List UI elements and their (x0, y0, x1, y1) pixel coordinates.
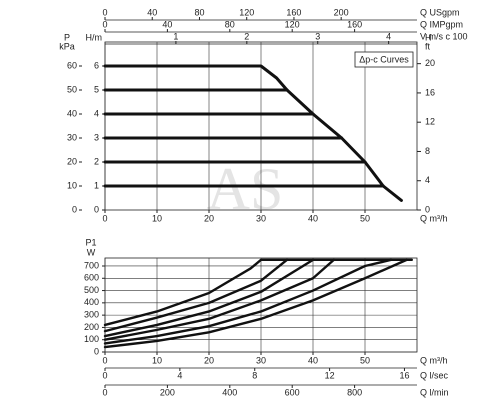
y-tick-label: 300 (84, 310, 99, 320)
tick-label: 80 (194, 7, 204, 17)
axis-label: Q IMPgpm (420, 19, 463, 29)
y-tick-label: 10 (67, 180, 77, 190)
y-tick-label: 200 (84, 322, 99, 332)
axis-label: kPa (59, 41, 75, 51)
x-axis-label: Q m³/h (420, 213, 448, 223)
y-tick-label: 12 (425, 117, 435, 127)
y-tick-label: 0 (94, 204, 99, 214)
y-tick-label: 20 (425, 58, 435, 68)
x-tick-label: 0 (102, 213, 107, 223)
y-tick-label: 5 (94, 84, 99, 94)
y-tick-label: 1 (94, 180, 99, 190)
axis-label: ft (425, 41, 431, 51)
y-tick-label: 8 (425, 146, 430, 156)
x-tick-label: 40 (308, 213, 318, 223)
axis-label: P (64, 32, 70, 42)
x-tick-label: 20 (204, 355, 214, 365)
tick-label: 600 (285, 387, 300, 397)
tick-label: 40 (162, 19, 172, 29)
curve (103, 258, 408, 349)
y-tick-label: 4 (94, 108, 99, 118)
tick-label: 120 (285, 19, 300, 29)
tick-label: 0 (102, 370, 107, 380)
tick-label: 16 (399, 370, 409, 380)
watermark: AS (207, 156, 284, 222)
tick-label: 80 (225, 19, 235, 29)
curve (103, 258, 335, 341)
y-tick-label: 100 (84, 334, 99, 344)
tick-label: 160 (286, 7, 301, 17)
tick-label: 200 (334, 7, 349, 17)
y-tick-label: 2 (94, 156, 99, 166)
tick-label: 12 (325, 370, 335, 380)
tick-label: 200 (160, 387, 175, 397)
tick-label: 400 (222, 387, 237, 397)
axis-label: Q l/sec (420, 370, 449, 380)
tick-label: 4 (386, 31, 391, 41)
y-axis-label: P1 (85, 237, 96, 247)
curve (103, 258, 315, 338)
y-tick-label: 20 (67, 156, 77, 166)
x-tick-label: 40 (308, 355, 318, 365)
x-tick-label: 50 (360, 213, 370, 223)
annotation-box (354, 51, 414, 68)
tick-label: 2 (244, 31, 249, 41)
tick-label: 40 (147, 7, 157, 17)
x-tick-label: 10 (152, 213, 162, 223)
tick-label: 1 (173, 31, 178, 41)
axis-label: V m/s c 100 (420, 31, 468, 41)
tick-label: 4 (177, 370, 182, 380)
x-tick-label: 10 (152, 355, 162, 365)
axis-label: H (425, 32, 432, 42)
y-tick-label: 700 (84, 260, 99, 270)
y-tick-label: 16 (425, 87, 435, 97)
axis-label: Q l/min (420, 387, 449, 397)
tick-label: 8 (252, 370, 257, 380)
x-tick-label: 50 (360, 355, 370, 365)
x-tick-label: 30 (256, 355, 266, 365)
annotation: Δp-c Curves (359, 54, 409, 64)
y-tick-label: 0 (72, 204, 77, 214)
tick-label: 160 (347, 19, 362, 29)
y-tick-label: 50 (67, 84, 77, 94)
tick-label: 3 (315, 31, 320, 41)
y-tick-label: 60 (67, 60, 77, 70)
y-tick-label: 6 (94, 60, 99, 70)
y-tick-label: 3 (94, 132, 99, 142)
tick-label: 800 (347, 387, 362, 397)
y-tick-label: 4 (425, 175, 430, 185)
y-axis-label: H/m (86, 32, 103, 42)
x-axis-label: Q m³/h (420, 355, 448, 365)
curve (103, 258, 393, 345)
tick-label: 0 (102, 19, 107, 29)
y-tick-label: 600 (84, 273, 99, 283)
x-tick-label: 20 (204, 213, 214, 223)
tick-label: 0 (102, 387, 107, 397)
x-tick-label: 0 (102, 355, 107, 365)
axis-label: Q USgpm (420, 7, 460, 17)
curve (103, 258, 289, 333)
y-tick-label: 30 (67, 132, 77, 142)
y-tick-label: 500 (84, 285, 99, 295)
y-tick-label: 40 (67, 108, 77, 118)
y-tick-label: 0 (425, 204, 430, 214)
x-tick-label: 30 (256, 213, 266, 223)
tick-label: 0 (102, 7, 107, 17)
y-tick-label: 400 (84, 297, 99, 307)
y-tick-label: 0 (94, 346, 99, 356)
y-axis-label: W (87, 247, 96, 257)
tick-label: 120 (239, 7, 254, 17)
